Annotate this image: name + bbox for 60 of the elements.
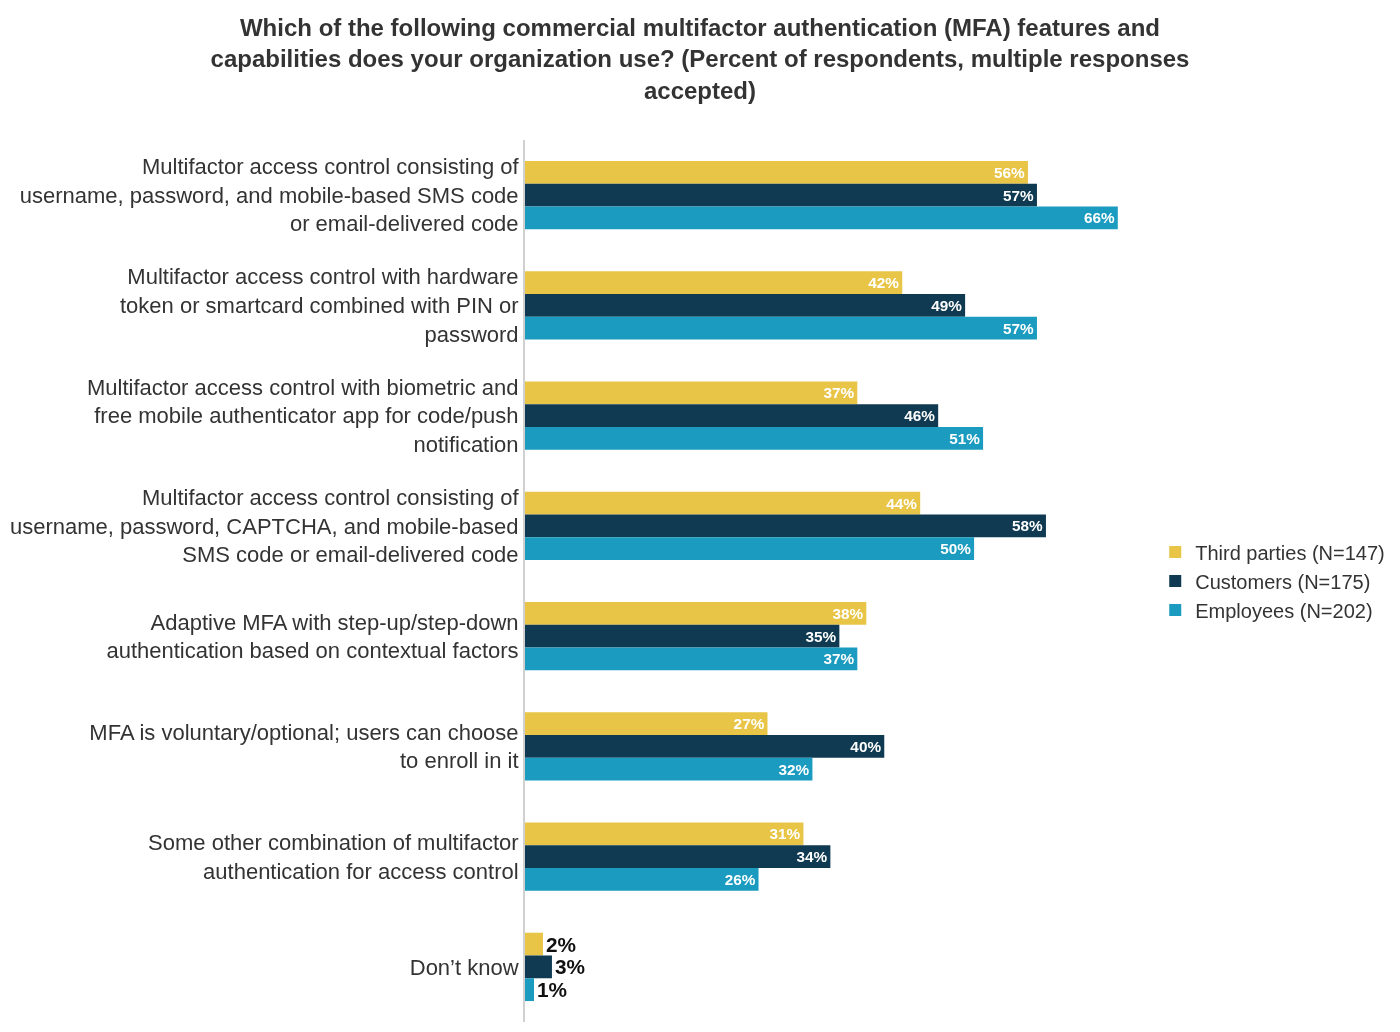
bar bbox=[525, 160, 1028, 184]
bar bbox=[525, 868, 759, 891]
y-tick-label: Multifactor access control consisting of username, password, CAPTCHA, and mobile-based SMS code or email-delivered code bbox=[9, 484, 520, 568]
bar bbox=[525, 822, 804, 846]
data-label: 1% bbox=[536, 978, 568, 1002]
data-label: 46% bbox=[904, 407, 936, 425]
data-label: 49% bbox=[931, 296, 963, 314]
data-label: 57% bbox=[1003, 186, 1035, 204]
data-label: 27% bbox=[733, 715, 765, 733]
data-label: 56% bbox=[994, 163, 1026, 181]
data-label: 50% bbox=[940, 540, 972, 558]
data-label: 32% bbox=[778, 760, 810, 778]
data-label: 57% bbox=[1003, 319, 1035, 337]
y-tick-label: MFA is voluntary/optional; users can choose to enroll in it bbox=[89, 719, 519, 774]
data-label: 3% bbox=[554, 955, 586, 979]
bar bbox=[525, 932, 543, 956]
bar bbox=[525, 427, 984, 450]
legend-label: Third parties (N=147) bbox=[1195, 541, 1385, 564]
chart-title: Which of the following commercial multifactor authentication (MFA) features and capabilities does your organization use? (Percent of respondents, multiple responses accepted) bbox=[210, 14, 1190, 104]
y-tick-label: Adaptive MFA with step-up/step-down authentication based on contextual factors bbox=[106, 609, 519, 664]
bar bbox=[525, 734, 885, 758]
data-label: 35% bbox=[805, 627, 837, 645]
bar bbox=[525, 271, 903, 294]
bar bbox=[525, 955, 552, 979]
data-label: 37% bbox=[823, 650, 855, 668]
bar bbox=[525, 316, 1037, 340]
data-label: 51% bbox=[949, 429, 981, 447]
y-tick-label: Don’t know bbox=[409, 954, 519, 980]
bar bbox=[525, 757, 813, 781]
data-label: 66% bbox=[1083, 209, 1115, 227]
bar bbox=[525, 845, 831, 869]
bar bbox=[525, 712, 768, 735]
data-label: 34% bbox=[796, 848, 828, 866]
data-label: 58% bbox=[1012, 517, 1044, 535]
bar bbox=[525, 647, 858, 671]
data-label: 44% bbox=[886, 494, 918, 512]
bar bbox=[525, 293, 966, 317]
data-label: 31% bbox=[769, 825, 801, 843]
y-tick-label: Some other combination of multifactor authentication for access control bbox=[148, 830, 519, 884]
bar bbox=[525, 206, 1118, 230]
legend-label: Customers (N=175) bbox=[1195, 570, 1371, 593]
bar bbox=[525, 514, 1046, 538]
data-label: 37% bbox=[823, 384, 855, 402]
bar bbox=[525, 624, 840, 648]
data-label: 26% bbox=[724, 870, 756, 888]
y-tick-label: Multifactor access control with biometric and free mobile authenticator app for code/push notification bbox=[86, 374, 519, 457]
data-label: 42% bbox=[868, 274, 900, 292]
bar bbox=[525, 978, 534, 1002]
data-label: 2% bbox=[545, 932, 577, 956]
bar bbox=[525, 381, 858, 405]
bar bbox=[525, 537, 975, 561]
data-label: 40% bbox=[850, 737, 882, 755]
bar bbox=[525, 183, 1037, 207]
data-label: 38% bbox=[832, 604, 864, 622]
bar bbox=[525, 491, 921, 515]
bar bbox=[525, 601, 867, 625]
legend-label: Employees (N=202) bbox=[1195, 599, 1373, 622]
y-tick-label: Multifactor access control consisting of username, password, and mobile-based SMS code or email-delivered code bbox=[19, 154, 520, 237]
y-tick-label: Multifactor access control with hardware token or smartcard combined with PIN or password bbox=[119, 264, 519, 347]
bar bbox=[525, 404, 939, 428]
